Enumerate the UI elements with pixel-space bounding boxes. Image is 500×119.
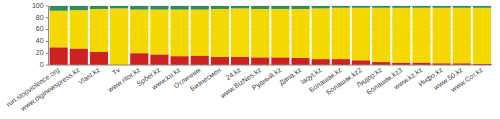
bar-segment (291, 58, 309, 65)
grid-line (49, 65, 492, 66)
bar-segment (332, 8, 350, 59)
bar-segment (332, 59, 350, 65)
y-tick-label: 80 (36, 14, 44, 21)
bar-segment (312, 8, 330, 59)
bar-segment (70, 48, 88, 65)
bar-segment (70, 6, 88, 10)
bar-segment (50, 6, 68, 11)
bar-segment (473, 6, 491, 8)
x-tick-label: Бизнесмен (189, 66, 222, 92)
bar-segment (150, 6, 168, 10)
x-tick-label: www.diginewspress.kz (19, 66, 82, 114)
bar-segment (312, 59, 330, 65)
bar-segment (392, 8, 410, 63)
bar-segment (90, 6, 108, 9)
bar-segment (433, 6, 451, 8)
y-tick-label: 40 (36, 37, 44, 44)
bar-segment (473, 8, 491, 64)
bar-segment (372, 6, 390, 8)
bar-segment (171, 10, 189, 57)
bar-segment (130, 6, 148, 10)
bar-segment (191, 6, 209, 10)
bar-segment (171, 56, 189, 65)
bar-segment (211, 9, 229, 57)
bar-segment (191, 56, 209, 65)
bar-segment (251, 57, 269, 65)
bar-segment (171, 6, 189, 10)
y-tick-label: 60 (36, 25, 44, 32)
bar-segment (211, 57, 229, 65)
bar-segment (271, 57, 289, 65)
bar-segment (50, 11, 68, 48)
bar-segment (433, 8, 451, 63)
bar-segment (291, 6, 309, 9)
bar-segment (352, 8, 370, 61)
bar-segment (90, 52, 108, 65)
bar-segment (312, 6, 330, 8)
bars (50, 6, 491, 65)
x-tick-label: Рудный.kz (251, 66, 284, 92)
y-tick-label: 20 (36, 49, 44, 56)
bar-segment (412, 8, 430, 63)
bar-segment (412, 6, 430, 8)
y-axis (48, 6, 49, 65)
bar-segment (150, 54, 168, 65)
bar-segment (110, 6, 128, 8)
bar-segment (271, 9, 289, 57)
bar-segment (332, 6, 350, 8)
bar-segment (191, 10, 209, 56)
bar-segment (231, 6, 249, 8)
x-axis (49, 65, 492, 66)
bar-segment (150, 10, 168, 55)
bar-segment (110, 8, 128, 65)
x-tick-label: Tv (111, 66, 122, 76)
bar-segment (130, 53, 148, 65)
bar-segment (372, 8, 390, 62)
bar-segment (90, 9, 108, 52)
bar-segment (251, 6, 269, 9)
bar-segment (211, 6, 229, 9)
bar-segment (453, 6, 471, 8)
bar-segment (291, 9, 309, 58)
chart: 020406080100run.stopviolence.orgwww.digi… (0, 0, 500, 119)
bar-segment (50, 47, 68, 65)
bar-segment (352, 60, 370, 65)
x-tick-label: Дана.kz (278, 66, 304, 87)
x-tick-label: Vlast.kz (77, 66, 101, 86)
bar-segment (271, 6, 289, 9)
bar-segment (453, 8, 471, 63)
bar-segment (392, 6, 410, 8)
bar-segment (251, 9, 269, 57)
bar-segment (231, 8, 249, 56)
bar-segment (231, 57, 249, 65)
bar-segment (130, 10, 148, 54)
y-tick-label: 0 (40, 61, 44, 68)
bar-segment (352, 6, 370, 8)
x-tick-label: www.Сот.kz (449, 66, 484, 94)
x-tick-label: www.kz.kz (392, 66, 424, 91)
bar-segment (70, 10, 88, 48)
y-tick-label: 100 (32, 2, 44, 9)
